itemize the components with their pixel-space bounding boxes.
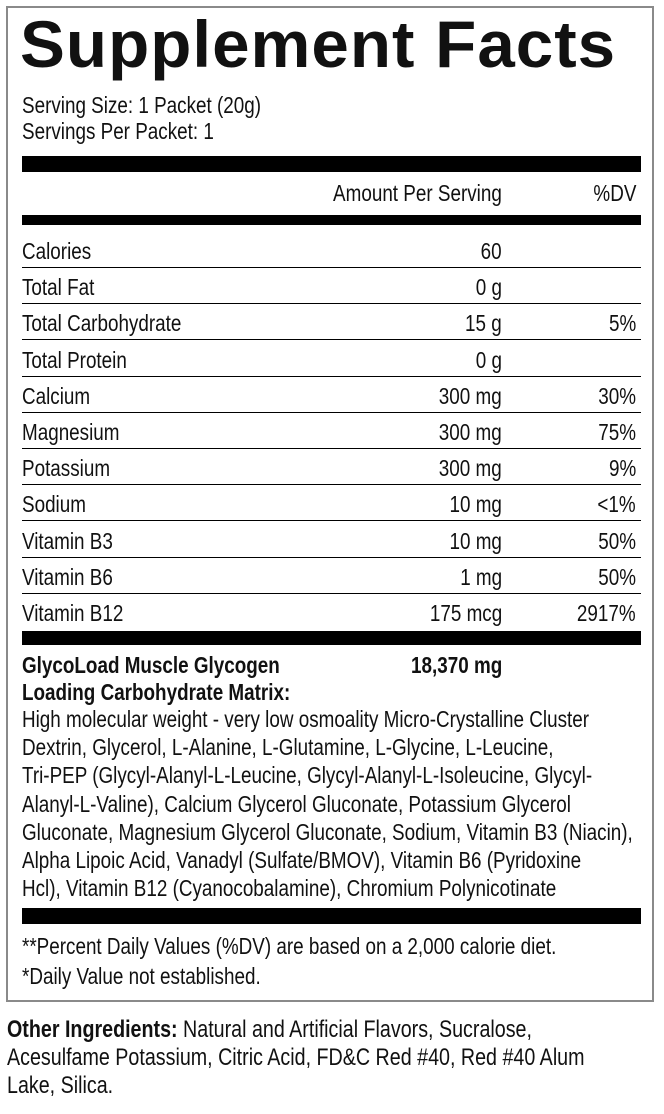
supplement-facts-panel	[6, 6, 654, 1002]
nutrient-amount: 300 mg	[439, 455, 502, 482]
nutrient-label: Calcium	[22, 382, 91, 409]
nutrient-dv: 75%	[598, 419, 636, 445]
nutrient-row: Vitamin B3 10 mg 50%	[22, 522, 641, 558]
nutrient-label: Vitamin B6	[22, 563, 113, 590]
nutrient-dv: 5%	[608, 310, 636, 337]
nutrient-label: Potassium	[22, 455, 111, 482]
nutrient-row: Calories 60	[22, 232, 641, 268]
other-ingredients: Other Ingredients: Natural and Artificia…	[7, 1016, 630, 1100]
nutrient-label: Calories	[22, 238, 92, 264]
ingredients-line: Dextrin, Glycerol, L-Alanine, L-Glutamin…	[22, 734, 554, 761]
nutrient-row: Potassium 300 mg 9%	[22, 449, 641, 486]
other-ingredients-label: Other Ingredients:	[7, 1016, 178, 1043]
ingredients-line: Gluconate, Magnesium Glycerol Gluconate,…	[22, 818, 633, 845]
amount-header: Amount Per Serving	[333, 180, 502, 206]
nutrient-dv: 2917%	[577, 600, 636, 626]
blend-amount: 18,370 mg	[410, 652, 502, 678]
nutrient-amount: 60	[481, 238, 502, 264]
nutrient-label: Total Protein	[22, 346, 127, 373]
nutrient-row: Magnesium 300 mg 75%	[22, 413, 641, 449]
blend-ingredients: High molecular weight - very low osmoali…	[22, 705, 633, 902]
servings-per-container: Servings Per Packet: 1	[22, 118, 214, 144]
nutrient-dv: 50%	[598, 527, 636, 554]
footnote-dv: **Percent Daily Values (%DV) are based o…	[22, 933, 557, 959]
nutrient-row: Total Carbohydrate 15 g 5%	[22, 304, 641, 341]
nutrient-row: Sodium 10 mg <1%	[22, 485, 641, 522]
nutrient-amount: 0 g	[475, 274, 502, 301]
nutrient-dv: 30%	[598, 382, 636, 409]
dv-header: %DV	[593, 180, 636, 206]
panel-title: Supplement Facts	[20, 7, 617, 81]
nutrient-dv: 9%	[608, 455, 636, 482]
ingredients-line: Tri-PEP (Glycyl-Alanyl-L-Leucine, Glycyl…	[22, 762, 593, 789]
divider-thick	[22, 215, 641, 225]
ingredients-line: Alpha Lipoic Acid, Vanadyl (Sulfate/BMOV…	[22, 847, 582, 874]
nutrient-row: Calcium 300 mg 30%	[22, 377, 641, 413]
nutrient-row: Total Protein 0 g	[22, 341, 641, 377]
nutrient-label: Vitamin B12	[22, 600, 124, 626]
blend-name-line2: Loading Carbohydrate Matrix:	[22, 679, 291, 705]
nutrient-amount: 1 mg	[460, 563, 502, 590]
nutrient-label: Magnesium	[22, 419, 120, 445]
nutrient-label: Total Fat	[22, 274, 95, 301]
ingredients-line: High molecular weight - very low osmoali…	[22, 706, 590, 732]
nutrient-amount: 300 mg	[439, 382, 502, 409]
nutrient-label: Vitamin B3	[22, 527, 113, 554]
nutrient-label: Total Carbohydrate	[22, 310, 182, 337]
nutrient-label: Sodium	[22, 491, 86, 518]
ingredients-line: Hcl), Vitamin B12 (Cyanocobalamine), Chr…	[22, 875, 557, 902]
nutrient-dv: 50%	[598, 563, 636, 590]
ingredients-line: Alanyl-L-Valine), Calcium Glycerol Gluco…	[22, 790, 571, 817]
nutrient-amount: 10 mg	[449, 491, 502, 518]
other-ingredients-text: Natural and Artificial Flavors, Sucralos…	[7, 1016, 585, 1099]
nutrient-amount: 0 g	[475, 346, 502, 373]
serving-size: Serving Size: 1 Packet (20g)	[22, 92, 262, 118]
nutrient-row: Total Fat 0 g	[22, 268, 641, 305]
footnote-not-established: *Daily Value not established.	[22, 963, 261, 989]
nutrient-row: Vitamin B12 175 mcg 2917%	[22, 594, 641, 630]
divider-thick	[22, 908, 641, 924]
blend-name-line1: GlycoLoad Muscle Glycogen	[22, 652, 280, 678]
nutrient-amount: 300 mg	[439, 419, 502, 445]
divider-thick	[22, 631, 641, 645]
nutrient-amount: 10 mg	[449, 527, 502, 554]
nutrient-amount: 15 g	[465, 310, 502, 337]
nutrient-row: Vitamin B6 1 mg 50%	[22, 558, 641, 594]
divider-thick	[22, 156, 641, 172]
nutrient-dv: <1%	[597, 491, 636, 518]
nutrient-amount: 175 mcg	[429, 600, 502, 626]
